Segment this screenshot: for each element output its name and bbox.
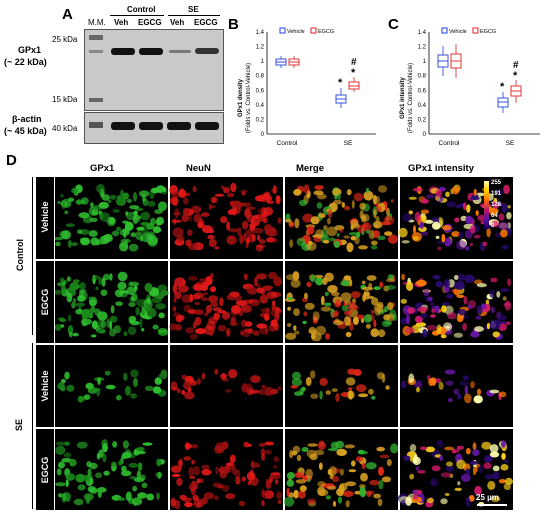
- actin-ladder-band: [89, 122, 103, 128]
- panel-c-ytick-4: 0.8: [418, 74, 427, 80]
- col-header-intensity: GPx1 intensity: [408, 163, 474, 174]
- panel-b-sig-hash: #: [351, 57, 357, 68]
- intensity-colorbar: [484, 181, 489, 229]
- row-label-control-egcg: EGCG: [40, 288, 50, 316]
- lane-label-4: EGCG: [194, 18, 218, 27]
- panel-b-ytick-1: 1.4: [256, 30, 265, 36]
- ladder-band-low: [89, 98, 103, 102]
- protein-gpx1-size: (~ 22 kDa): [4, 57, 47, 67]
- panel-c-sig-star-egcg: *: [513, 70, 518, 82]
- panel-b-xtick-se: SE: [344, 140, 353, 147]
- group-label-control: Control: [15, 239, 25, 271]
- panel-b-ytick-8: 0: [261, 132, 265, 138]
- panel-b-ytick-4: 0.8: [256, 74, 265, 80]
- actin-band-2: [139, 122, 163, 130]
- protein-actin-label: β-actin: [12, 114, 42, 124]
- col-header-neun: NeuN: [186, 163, 211, 174]
- lane-label-3: Veh: [170, 18, 185, 27]
- panel-c-legend-egcg-swatch: [472, 27, 479, 34]
- row-label-se-vehicle: Vehicle: [40, 370, 50, 402]
- panel-b-legend-vehicle-swatch: [279, 27, 286, 34]
- panel-c-ylabel-1: GPx1 intensity: [400, 77, 406, 119]
- panel-b-legend-egcg: EGCG: [318, 29, 334, 35]
- group-control-label: Control: [127, 5, 156, 14]
- colorbar-tick-255: 255: [491, 180, 502, 186]
- col-header-gpx1: GPx1: [90, 163, 115, 174]
- panel-c-ytick-2: 1.2: [418, 45, 427, 51]
- group-se-line: [168, 15, 220, 16]
- panel-b-ytick-2: 1.2: [256, 45, 265, 51]
- panel-b-ylabel-1: GPx1 density: [238, 78, 244, 117]
- colorbar-tick-64: 64: [491, 213, 498, 219]
- panel-b-xtick-control: Control: [277, 140, 299, 147]
- actin-band-4: [195, 122, 219, 130]
- group-se-label: SE: [188, 5, 199, 14]
- panel-c-ytick-3: 1: [423, 59, 427, 65]
- panel-c-sig-hash: #: [513, 60, 519, 71]
- panel-c-sig-star-vehicle: *: [500, 81, 505, 93]
- panel-c-xtick-se: SE: [506, 140, 515, 147]
- panel-b-ytick-7: 0.2: [256, 117, 265, 123]
- panel-a-letter: A: [62, 6, 73, 23]
- panel-c-letter: C: [388, 16, 399, 33]
- actin-band-1: [111, 122, 135, 130]
- panel-c-ytick-6: 0.4: [418, 103, 427, 109]
- lane-label-1: Veh: [114, 18, 129, 27]
- panel-c-legend-egcg: EGCG: [480, 29, 496, 35]
- panel-d-letter: D: [6, 152, 17, 169]
- ladder-band-top: [89, 35, 103, 40]
- panel-b-letter: B: [228, 16, 239, 33]
- group-bracket-control: [32, 177, 33, 335]
- group-bracket-se: [32, 343, 33, 509]
- micrograph-tile: [285, 345, 398, 427]
- scale-bar: [477, 504, 507, 506]
- panel-b-legend-vehicle: Vehicle: [287, 29, 305, 35]
- panel-b-ylabel-2: (Folds vs. Control-Vehicle): [246, 63, 252, 133]
- panel-c-ylabel-2: (Folds vs. Control-Vehicle): [408, 63, 414, 133]
- row-label-control-vehicle: Vehicle: [40, 201, 50, 233]
- panel-c-ytick-8: 0: [423, 132, 427, 138]
- lane-label-2: EGCG: [138, 18, 162, 27]
- panel-b-legend-egcg-swatch: [310, 27, 317, 34]
- colorbar-tick-191: 191: [491, 191, 502, 197]
- panel-c-chart: GPx1 intensity (Folds vs. Control-Vehicl…: [400, 27, 540, 147]
- panel-c-ytick-5: 0.6: [418, 88, 427, 94]
- scale-bar-label: 25 µm: [476, 493, 499, 502]
- panel-b-ytick-6: 0.4: [256, 103, 265, 109]
- col-header-merge: Merge: [296, 163, 324, 174]
- gpx1-band-3: [169, 50, 191, 53]
- panel-b-sig-star-egcg: *: [351, 67, 356, 79]
- panel-c-xtick-control: Control: [439, 140, 461, 147]
- marker-15kda: 15 kDa: [52, 95, 78, 104]
- gpx1-band-2: [139, 48, 163, 55]
- panel-c-ytick-7: 0.2: [418, 117, 427, 123]
- colorbar-tick-128: 128: [491, 202, 502, 208]
- gpx1-blot: [84, 29, 224, 111]
- mm-label: M.M.: [88, 18, 106, 27]
- ladder-band-mid: [89, 50, 103, 53]
- panel-b-chart: GPx1 density (Folds vs. Control-Vehicle)…: [238, 27, 376, 147]
- panel-c-legend-vehicle-swatch: [441, 27, 448, 34]
- panel-c-legend-vehicle: Vehicle: [449, 29, 467, 35]
- panel-b-ytick-3: 1: [261, 59, 265, 65]
- group-control-line: [110, 15, 164, 16]
- panel-c-box-se-vehicle: [497, 97, 509, 108]
- group-label-se: SE: [14, 419, 24, 432]
- row-label-se-egcg: EGCG: [40, 456, 50, 484]
- gpx1-band-1: [111, 48, 135, 55]
- actin-band-3: [167, 122, 191, 130]
- actin-blot: [84, 112, 224, 144]
- panel-b-sig-star-vehicle: *: [338, 77, 343, 89]
- marker-25kda: 25 kDa: [52, 35, 78, 44]
- micrograph-tiles: [55, 177, 513, 510]
- panel-b-ytick-5: 0.6: [256, 88, 265, 94]
- gpx1-band-4: [195, 48, 219, 54]
- protein-gpx1-label: GPx1: [18, 45, 42, 55]
- panel-b-box-se-egcg: [348, 81, 360, 90]
- colorbar-tick-0: 0: [491, 223, 495, 229]
- marker-40kda: 40 kDa: [52, 124, 78, 133]
- panel-c-ytick-1: 1.4: [418, 30, 427, 36]
- protein-actin-size: (~ 45 kDa): [4, 126, 47, 136]
